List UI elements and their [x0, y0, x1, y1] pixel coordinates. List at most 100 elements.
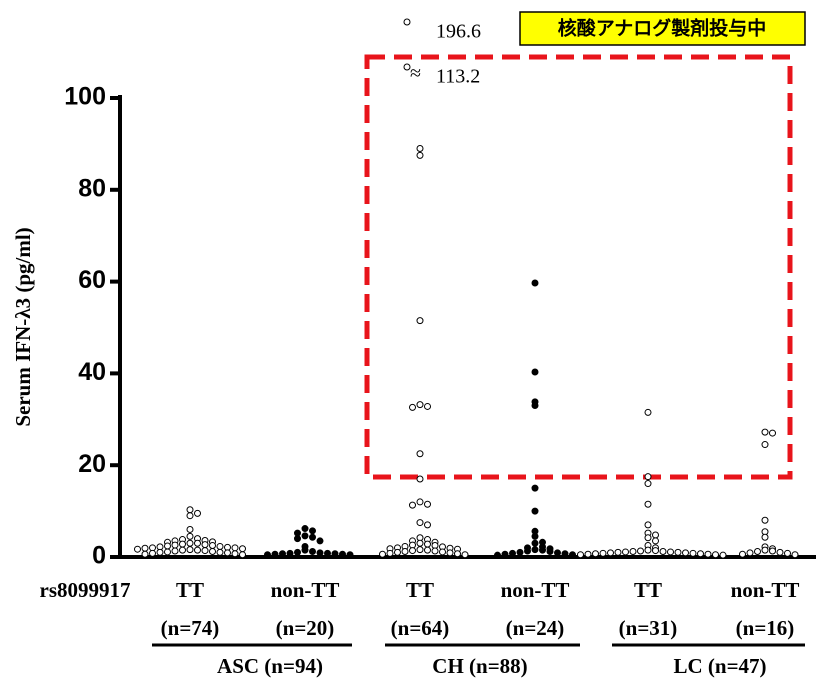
data-point [712, 551, 719, 559]
data-point [754, 547, 761, 555]
data-point [454, 550, 461, 558]
data-point [301, 525, 309, 533]
data-point [652, 547, 659, 555]
data-point [179, 546, 186, 554]
data-point [386, 549, 394, 557]
data-point [416, 317, 424, 325]
data-point [516, 548, 524, 556]
data-point [201, 547, 209, 555]
off-scale-label: 113.2 [436, 66, 480, 88]
data-point [416, 144, 424, 152]
data-point [239, 545, 246, 553]
y-tick-label: 80 [78, 174, 106, 202]
data-point [186, 539, 194, 547]
data-point [682, 549, 689, 557]
off-scale-label: 196.6 [436, 21, 481, 43]
data-point [644, 408, 652, 416]
data-point [409, 501, 416, 509]
data-point [637, 547, 644, 555]
data-point [644, 480, 652, 488]
data-point [644, 473, 652, 481]
data-point [224, 549, 231, 557]
data-point [309, 547, 316, 555]
x-tick-label: non-TT [271, 578, 340, 602]
y-axis-label: Serum IFN-λ3 (pg/ml) [11, 227, 35, 426]
data-point [614, 548, 622, 556]
data-point [394, 548, 401, 556]
data-point [149, 549, 156, 557]
x-tick-label: non-TT [731, 578, 800, 602]
data-point [339, 550, 346, 558]
data-point [424, 500, 431, 508]
data-point [569, 551, 576, 559]
off-scale-point [403, 18, 411, 26]
n-label: (n=31) [619, 616, 678, 640]
data-point [346, 551, 354, 559]
data-point [209, 542, 216, 550]
data-point [164, 548, 171, 556]
data-point [186, 532, 194, 540]
n-label: (n=64) [391, 616, 450, 640]
data-point [286, 549, 294, 557]
data-point [674, 548, 682, 556]
data-point [689, 549, 697, 557]
data-point [416, 401, 424, 409]
group-label: LC (n=47) [673, 654, 766, 678]
data-point [271, 550, 279, 558]
data-point [231, 544, 239, 552]
data-point [607, 549, 614, 557]
data-point [316, 549, 324, 557]
data-point [416, 151, 424, 159]
data-point [416, 498, 424, 506]
data-point [439, 548, 446, 556]
data-point [761, 428, 769, 436]
data-point [592, 550, 599, 558]
data-point [324, 549, 331, 557]
data-point [331, 550, 339, 558]
data-point [539, 546, 546, 554]
data-point [416, 450, 424, 458]
data-point [761, 516, 769, 524]
x-tick-label: non-TT [501, 578, 570, 602]
data-point [201, 541, 209, 549]
data-point [554, 549, 561, 557]
data-point [301, 546, 309, 554]
highlight-label-box [519, 11, 806, 46]
data-point [294, 548, 301, 556]
data-point [264, 551, 271, 559]
data-point [156, 548, 164, 556]
group-label: CH (n=88) [432, 654, 527, 678]
n-label: (n=20) [276, 616, 335, 640]
data-point [424, 521, 431, 529]
data-point [209, 547, 216, 555]
data-point [652, 537, 659, 545]
data-point [577, 551, 584, 559]
data-point [546, 547, 554, 555]
group-label: ASC (n=94) [217, 654, 323, 678]
data-point [416, 546, 424, 554]
data-point [629, 547, 637, 555]
data-point [652, 531, 659, 539]
data-point [739, 550, 746, 558]
data-point [531, 402, 539, 410]
data-point [164, 542, 171, 550]
data-point [501, 550, 509, 558]
highlight-label: 核酸アナログ製剤投与中 [558, 17, 767, 40]
y-tick-label: 20 [78, 450, 106, 478]
data-point [622, 548, 629, 556]
data-point [379, 550, 386, 558]
data-point [424, 402, 431, 410]
data-point [179, 540, 186, 548]
data-point [761, 441, 769, 449]
data-point [186, 512, 194, 520]
data-point [194, 546, 201, 554]
data-point [416, 539, 424, 547]
data-point [409, 547, 416, 555]
off-scale-point [403, 63, 411, 71]
data-point [194, 539, 201, 547]
data-point [531, 507, 539, 515]
data-point [761, 546, 769, 554]
break-symbol: ≈ [410, 63, 421, 85]
data-point [171, 541, 179, 549]
